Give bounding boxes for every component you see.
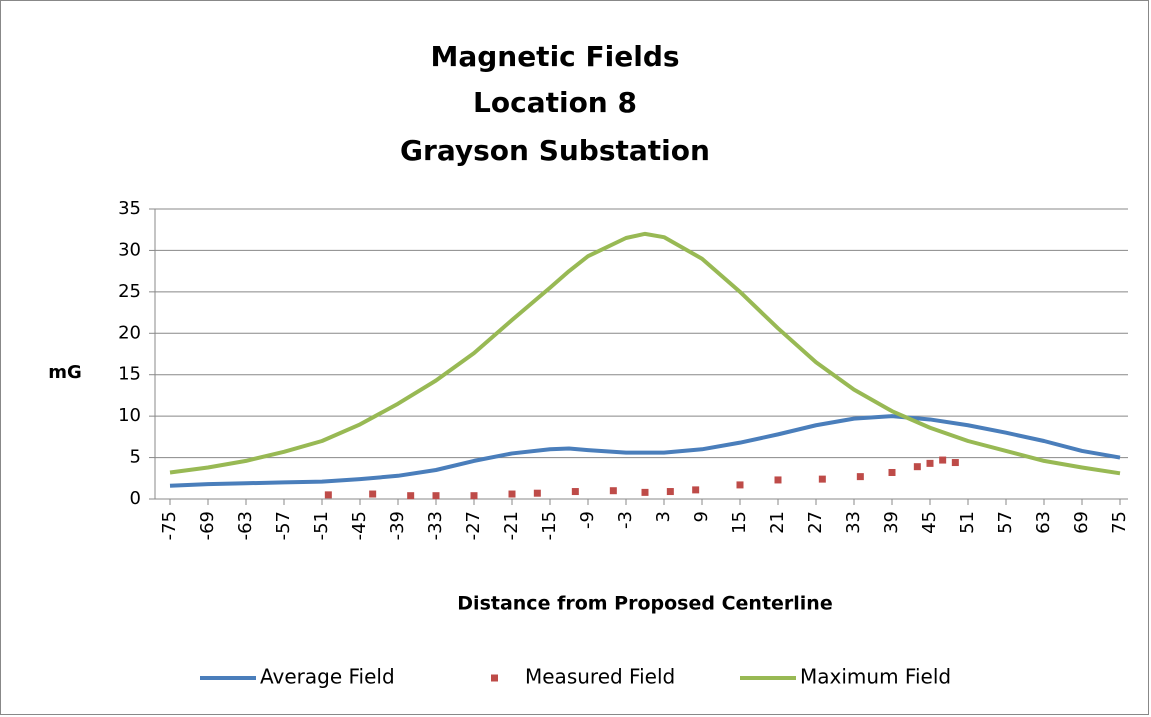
legend-swatch <box>491 674 498 682</box>
y-tick-label: 5 <box>130 447 141 468</box>
x-tick-label: -51 <box>311 511 332 540</box>
marker <box>533 489 541 497</box>
y-tick-label: 15 <box>118 364 141 385</box>
y-axis-label: mG <box>48 362 82 383</box>
x-tick-label: 15 <box>729 511 750 534</box>
marker <box>470 492 478 500</box>
x-tick-label: 63 <box>1033 511 1054 534</box>
x-tick-label: 51 <box>957 511 978 534</box>
x-tick-label: -27 <box>463 511 484 540</box>
marker <box>692 486 700 494</box>
x-tick-label: -57 <box>273 511 294 540</box>
series-line <box>169 414 1121 488</box>
x-tick-label: 69 <box>1071 511 1092 534</box>
x-tick-label: -39 <box>387 511 408 540</box>
x-tick-label: 33 <box>843 511 864 534</box>
x-tick-label: 3 <box>653 511 674 522</box>
marker <box>913 463 921 471</box>
marker <box>774 476 782 484</box>
marker <box>926 459 934 467</box>
marker <box>571 488 579 496</box>
series-line <box>169 231 1121 476</box>
x-tick-label: -3 <box>615 511 636 529</box>
y-tick-label: 20 <box>118 322 141 343</box>
marker <box>432 492 440 500</box>
marker <box>951 459 959 467</box>
x-tick-label: 21 <box>767 511 788 534</box>
marker <box>888 468 896 476</box>
y-tick-label: 0 <box>130 488 141 509</box>
marker <box>818 475 826 483</box>
marker <box>856 473 864 481</box>
x-tick-label: 45 <box>919 511 940 534</box>
x-tick-label: -33 <box>425 511 446 540</box>
y-tick-label: 30 <box>118 239 141 260</box>
legend-label: Measured Field <box>525 665 675 689</box>
marker <box>369 490 377 498</box>
marker <box>508 490 516 498</box>
marker <box>407 492 415 500</box>
x-tick-label: -69 <box>197 511 218 540</box>
x-tick-label: -63 <box>235 511 256 540</box>
x-tick-label: 27 <box>805 511 826 534</box>
x-tick-label: 39 <box>881 511 902 534</box>
legend-label: Maximum Field <box>800 665 951 689</box>
x-tick-label: 57 <box>995 511 1016 534</box>
marker <box>641 488 649 496</box>
x-tick-label: 9 <box>691 511 712 522</box>
chart-title: Grayson Substation <box>400 134 710 167</box>
legend-label: Average Field <box>260 665 395 689</box>
y-tick-label: 35 <box>118 198 141 219</box>
marker <box>939 456 947 464</box>
x-tick-label: -15 <box>539 511 560 540</box>
chart-title: Location 8 <box>473 86 637 119</box>
y-tick-label: 10 <box>118 405 141 426</box>
marker <box>736 481 744 489</box>
x-tick-label: -21 <box>501 511 522 540</box>
x-axis-label: Distance from Proposed Centerline <box>457 593 832 615</box>
chart-title: Magnetic Fields <box>430 40 679 73</box>
x-tick-label: 75 <box>1109 511 1130 534</box>
x-tick-label: -9 <box>577 511 598 529</box>
marker <box>666 488 674 496</box>
x-tick-label: -75 <box>159 511 180 540</box>
y-tick-label: 25 <box>118 281 141 302</box>
x-tick-label: -45 <box>349 511 370 540</box>
marker <box>609 487 617 495</box>
marker <box>324 491 332 499</box>
